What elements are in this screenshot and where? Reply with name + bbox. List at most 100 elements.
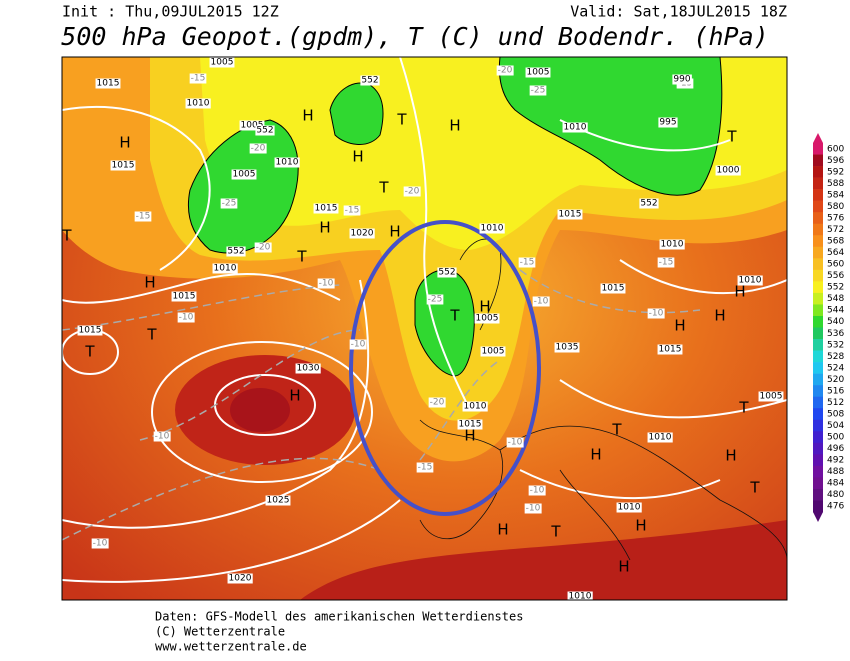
pressure-center: H (674, 317, 685, 335)
isobar-label: 1010 (564, 123, 587, 133)
colorbar-label: 476 (827, 502, 844, 512)
temperature-label: -10 (319, 279, 334, 289)
isobar-label: 1010 (618, 503, 641, 513)
temperature-label-box (416, 462, 434, 473)
colorbar-swatch (813, 362, 823, 374)
colorbar-label: 588 (827, 179, 844, 189)
colorbar-label: 508 (827, 409, 844, 419)
colorbar-swatch (813, 292, 823, 305)
colorbar-arrow (813, 133, 823, 143)
colorbar-label: 504 (827, 421, 844, 431)
isobar-label: 1010 (661, 240, 684, 250)
pressure-center: T (726, 128, 737, 146)
isobar-label-box (110, 160, 136, 171)
pressure-center: T (738, 399, 749, 417)
isobar-label-box (557, 209, 583, 220)
map-title: 500 hPa Geopot.(gpdm), T (C) und Bodendr… (61, 22, 768, 51)
isobar-label: 1005 (233, 170, 256, 180)
isobar-label-box (525, 67, 551, 78)
isobar-label-box (737, 275, 763, 286)
colorbar-label: 552 (827, 283, 844, 293)
isobar-label-box (480, 346, 506, 357)
isobar-label: 552 (227, 247, 244, 257)
pressure-center: H (725, 447, 736, 465)
temperature-label: -10 (649, 309, 664, 319)
isobar-label-box (231, 169, 257, 180)
colorbar-label: 480 (827, 490, 844, 500)
isobar-label: 1010 (481, 224, 504, 234)
colorbar-swatch (813, 408, 823, 421)
colorbar-swatch (813, 235, 823, 248)
pressure-center: T (749, 479, 760, 497)
isobar-label: 1010 (464, 402, 487, 412)
pressure-center: H (352, 148, 363, 166)
isobar-label: 995 (659, 118, 676, 128)
temperature-label: -25 (428, 295, 443, 305)
temperature-label-box (524, 503, 542, 514)
isobar-label-box (171, 291, 197, 302)
colorbar-label: 556 (827, 271, 844, 281)
pressure-center: H (144, 274, 155, 292)
pressure-center: H (289, 387, 300, 405)
temperature-label: -10 (526, 504, 541, 514)
pressure-center: H (497, 521, 508, 539)
temperature-label-box (528, 485, 546, 496)
isobar-label: 552 (256, 126, 273, 136)
isobar-label-box (77, 325, 103, 336)
colorbar-swatch (813, 189, 823, 201)
colorbar-swatch (813, 465, 823, 478)
colorbar-swatch (813, 315, 823, 328)
footer-line: (C) Wetterzentrale (155, 625, 285, 639)
colorbar-swatch (813, 281, 823, 294)
colorbar-swatch (813, 442, 823, 455)
temperature-label: -10 (534, 297, 549, 307)
isobar-label: 1015 (659, 345, 682, 355)
footer-line: www.wetterzentrale.de (155, 640, 307, 654)
pressure-center: T (296, 248, 307, 266)
colorbar-label: 484 (827, 479, 844, 489)
temperature-label-box (647, 308, 665, 319)
isobar-label-box (715, 165, 741, 176)
isobar-label-box (209, 57, 235, 68)
temperature-label-box (249, 143, 267, 154)
isobar-label-box (239, 120, 265, 131)
temperature-label-box (189, 73, 207, 84)
high-core (230, 388, 290, 432)
isobar-label: 1005 (476, 314, 499, 324)
isobar-label: 1005 (482, 347, 505, 357)
isobar-label-box (658, 117, 678, 128)
colorbar-label: 560 (827, 260, 844, 270)
temperature-label: -15 (191, 74, 206, 84)
colorbar-swatch (813, 350, 823, 363)
green-trough (498, 57, 723, 196)
pressure-center: T (146, 326, 157, 344)
isobar-label-box (226, 246, 246, 257)
pressure-center: H (635, 517, 646, 535)
temperature-label-box (428, 397, 446, 408)
pressure-center: T (61, 227, 72, 245)
isobar-label: 1005 (241, 121, 264, 131)
pressure-center: H (714, 307, 725, 325)
temperature-label: -25 (222, 199, 237, 209)
colorbar-swatch (813, 488, 823, 501)
isobar-label-box (274, 157, 300, 168)
temperature-label-box (349, 339, 367, 350)
isobar-label-box (600, 283, 626, 294)
isobar-label: 552 (438, 268, 455, 278)
isobar-label: 990 (673, 75, 690, 85)
isobar-label: 1030 (297, 364, 320, 374)
temperature-label-box (134, 211, 152, 222)
isobar-label-box (657, 344, 683, 355)
valid-time: Valid: Sat,18JUL2015 18Z (570, 3, 787, 21)
isobars (62, 57, 787, 583)
pressure-center: H (464, 427, 475, 445)
isobar-label-box (313, 203, 339, 214)
pressure-center: T (84, 343, 95, 361)
warm-zone (300, 520, 787, 600)
temperature-label-box (403, 186, 421, 197)
colorbar-swatch (813, 419, 823, 432)
pressure-center: T (378, 179, 389, 197)
colorbar-label: 540 (827, 317, 844, 327)
pressure-center: H (479, 298, 490, 316)
colorbar-label: 492 (827, 456, 844, 466)
